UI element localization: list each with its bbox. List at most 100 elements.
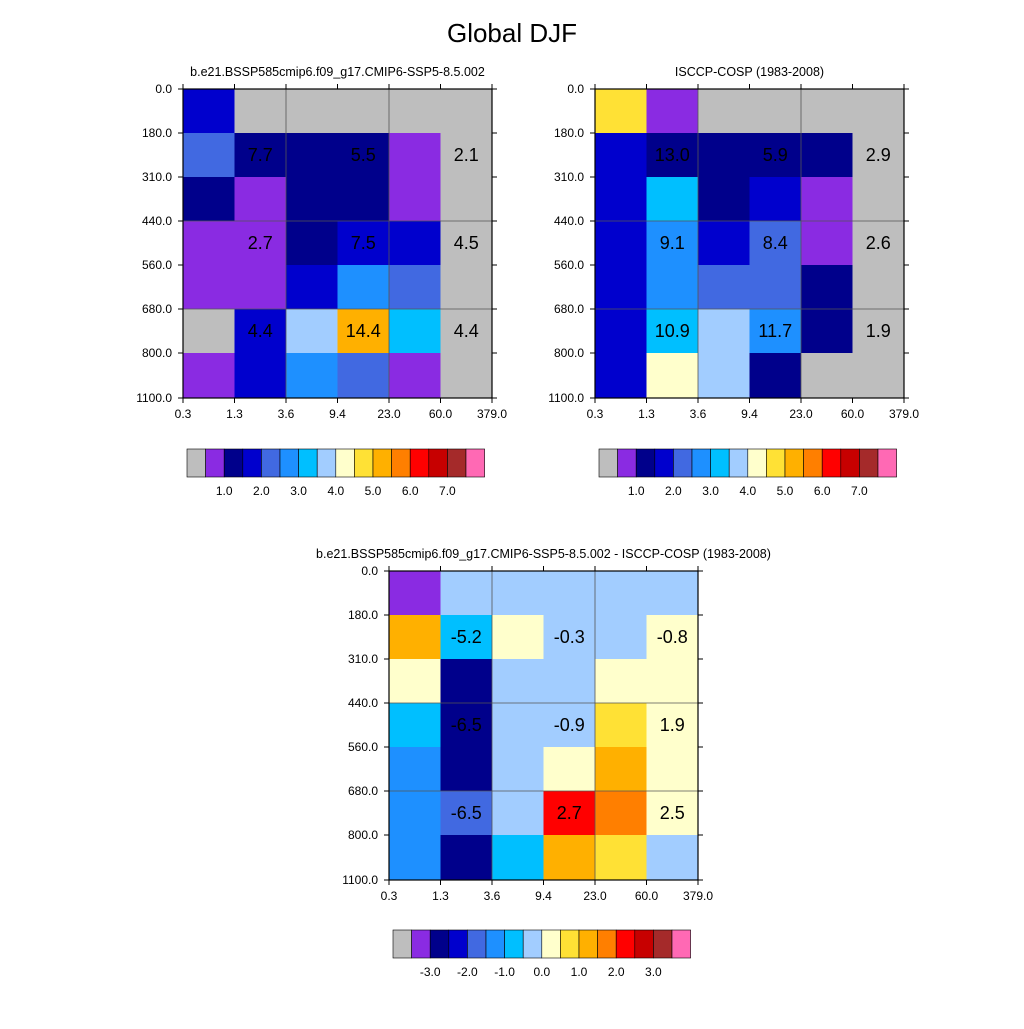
model-cell-r3-c2	[286, 221, 338, 266]
diff-colorbar: -3.0 -2.0 -1.0 0.0 1.0 2.0 3.0	[392, 929, 691, 979]
model-colorbar-label-4: 5.0	[365, 484, 382, 498]
diff-cell-r1-c1	[440, 615, 493, 660]
model-data-label-8: 4.4	[454, 321, 479, 341]
model-cell-r1-c2	[286, 133, 338, 178]
model-cell-r0-c5	[440, 89, 493, 134]
model-data-label-1: 5.5	[351, 145, 376, 165]
model-cell-r5-c3	[337, 309, 390, 354]
obs-colorbar-swatch-11	[803, 448, 823, 478]
diff-colorbar-swatch-15	[671, 929, 691, 959]
obs-cell-r6-c3	[749, 353, 802, 399]
obs-xtick-label-1: 1.3	[638, 407, 655, 421]
model-colorbar-swatch-2	[223, 448, 244, 478]
obs-cell-r0-c3	[749, 89, 802, 134]
diff-cell-r2-c3	[543, 659, 596, 704]
obs-cell-r4-c3	[749, 265, 802, 310]
model-cell-r1-c3	[337, 133, 390, 178]
model-data-label-5: 4.5	[454, 233, 479, 253]
model-cell-r0-c1	[234, 89, 287, 134]
diff-colorbar-label-3: 0.0	[533, 965, 550, 979]
diff-cell-r2-c0	[389, 659, 441, 704]
diff-cell-r2-c2	[492, 659, 544, 704]
model-colorbar-swatch-12	[409, 448, 430, 478]
obs-cell-r3-c5	[852, 221, 905, 266]
model-panel-title: b.e21.BSSP585cmip6.f09_g17.CMIP6-SSP5-8.…	[190, 65, 485, 79]
obs-cell-r0-c0	[595, 89, 647, 134]
model-cell-r1-c0	[183, 133, 235, 178]
obs-cell-r6-c2	[698, 353, 750, 399]
diff-colorbar-swatch-0	[392, 929, 412, 959]
model-data-label-4: 7.5	[351, 233, 376, 253]
obs-colorbar-swatch-1	[617, 448, 637, 478]
diff-cell-r3-c1	[440, 703, 493, 748]
obs-cell-r3-c4	[801, 221, 853, 266]
diff-cell-r4-c2	[492, 747, 544, 792]
model-xtick-label-1: 1.3	[226, 407, 243, 421]
model-data-label-6: 4.4	[248, 321, 273, 341]
model-data-label-2: 2.1	[454, 145, 479, 165]
model-cell-r2-c2	[286, 177, 338, 222]
model-cell-r2-c1	[234, 177, 287, 222]
obs-cell-r6-c5	[852, 353, 905, 399]
obs-ytick-label-5: 680.0	[554, 302, 584, 316]
diff-xtick-label-0: 0.3	[381, 889, 398, 903]
model-cell-r4-c0	[183, 265, 235, 310]
model-cell-r2-c5	[440, 177, 493, 222]
model-colorbar-swatch-0	[186, 448, 206, 478]
obs-data-label-7: 11.7	[758, 321, 792, 341]
model-cell-r6-c2	[286, 353, 338, 399]
diff-cell-r4-c5	[646, 747, 699, 792]
obs-ytick-label-6: 800.0	[554, 346, 584, 360]
diff-data-label-2: -0.8	[657, 627, 688, 647]
model-data-label-7: 14.4	[346, 321, 381, 341]
diff-cell-r3-c3	[543, 703, 596, 748]
diff-ytick-label-2: 310.0	[348, 652, 378, 666]
diff-cell-r0-c0	[389, 571, 441, 616]
diff-cell-r2-c1	[440, 659, 493, 704]
model-xtick-label-2: 3.6	[278, 407, 295, 421]
model-cell-r4-c4	[389, 265, 441, 310]
model-ytick-label-2: 310.0	[142, 170, 172, 184]
diff-cell-r0-c5	[646, 571, 699, 616]
diff-cell-r4-c1	[440, 747, 493, 792]
obs-colorbar-label-2: 3.0	[702, 484, 719, 498]
model-cell-r6-c1	[234, 353, 287, 399]
diff-cell-r5-c0	[389, 791, 441, 836]
model-colorbar-swatch-7	[316, 448, 337, 478]
model-cell-r3-c5	[440, 221, 493, 266]
obs-xtick-label-2: 3.6	[690, 407, 707, 421]
diff-colorbar-swatch-11	[597, 929, 617, 959]
model-cell-r6-c5	[440, 353, 493, 399]
diff-cell-r1-c4	[595, 615, 647, 660]
diff-colorbar-label-0: -3.0	[420, 965, 441, 979]
diff-data-label-8: 2.5	[660, 803, 685, 823]
model-cell-r3-c3	[337, 221, 390, 266]
diff-cell-r1-c2	[492, 615, 544, 660]
diff-cell-r4-c3	[543, 747, 596, 792]
diff-colorbar-swatch-8	[541, 929, 561, 959]
model-cell-r6-c3	[337, 353, 390, 399]
diff-colorbar-swatch-10	[578, 929, 598, 959]
diff-colorbar-swatch-12	[615, 929, 636, 959]
obs-colorbar-swatch-14	[859, 448, 879, 478]
obs-colorbar-swatch-5	[691, 448, 711, 478]
model-cell-r0-c0	[183, 89, 235, 134]
obs-cell-r4-c5	[852, 265, 905, 310]
obs-cell-r1-c2	[698, 133, 750, 178]
model-cell-r2-c4	[389, 177, 441, 222]
model-colorbar-swatch-9	[354, 448, 374, 478]
diff-colorbar-label-6: 3.0	[645, 965, 662, 979]
diff-ytick-label-7: 1100.0	[342, 873, 378, 887]
obs-xtick-label-4: 23.0	[789, 407, 813, 421]
model-ytick-label-6: 800.0	[142, 346, 172, 360]
model-cell-r5-c4	[389, 309, 441, 354]
obs-cell-r1-c4	[801, 133, 853, 178]
obs-data-label-8: 1.9	[866, 321, 891, 341]
obs-colorbar-label-3: 4.0	[739, 484, 756, 498]
model-ytick-label-7: 1100.0	[136, 391, 172, 405]
model-colorbar-swatch-10	[372, 448, 392, 478]
obs-xtick-label-0: 0.3	[587, 407, 604, 421]
model-colorbar-label-0: 1.0	[216, 484, 233, 498]
obs-cell-r4-c4	[801, 265, 853, 310]
model-panel: b.e21.BSSP585cmip6.f09_g17.CMIP6-SSP5-8.…	[136, 65, 507, 498]
